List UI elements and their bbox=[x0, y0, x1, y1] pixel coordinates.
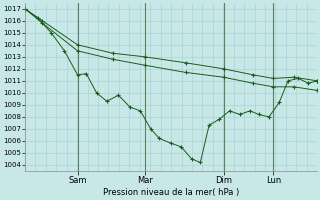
X-axis label: Pression niveau de la mer( hPa ): Pression niveau de la mer( hPa ) bbox=[103, 188, 239, 197]
